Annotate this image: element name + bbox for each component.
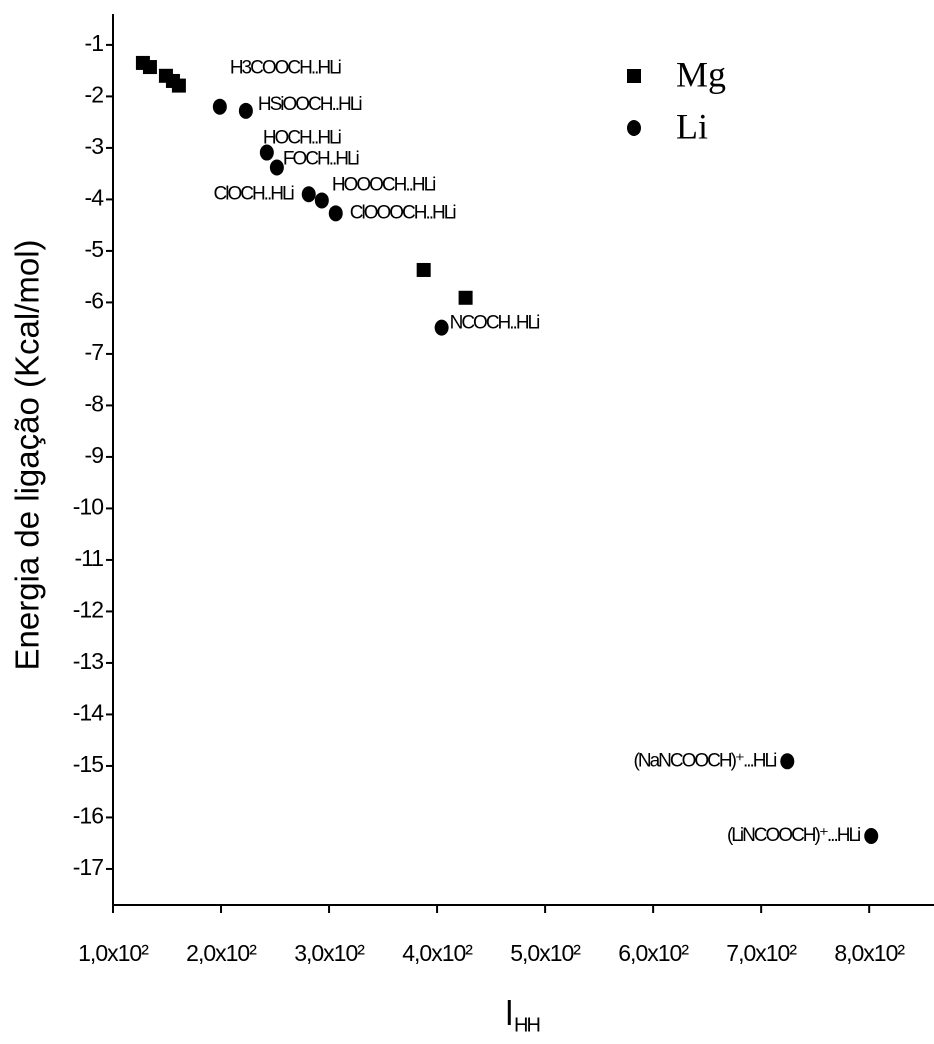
x-tick-label: 4,0x10²	[402, 940, 473, 966]
point	[328, 205, 343, 222]
y-tick-label: -14	[73, 700, 104, 726]
legend-label: Li	[676, 106, 708, 146]
x-axis-label-subscript: HH	[514, 1014, 539, 1036]
point	[416, 262, 431, 277]
point-label: ClOCH..HLi	[214, 183, 294, 204]
x-axis-label: l	[505, 995, 513, 1033]
y-tick-label: -13	[73, 648, 103, 674]
point-label: NCOCH..HLi	[450, 313, 540, 334]
y-tick-label: -2	[85, 81, 104, 107]
point	[171, 78, 186, 93]
point-label: (NaNCOOCH)⁺...HLi	[634, 750, 777, 771]
point-label: HSiOOCH..HLi	[258, 94, 361, 115]
point	[864, 827, 879, 844]
y-tick-label: -5	[85, 236, 104, 262]
point-label: (LiNCOOCH)⁺...HLi	[727, 825, 860, 846]
point	[458, 290, 473, 305]
y-tick-label: -7	[85, 339, 104, 365]
y-tick-label: -16	[73, 803, 103, 829]
y-axis-label: Energia de ligação (Kcal/mol)	[9, 239, 46, 670]
y-tick-label: -11	[74, 545, 103, 571]
point-label: H3COOCH..HLi	[230, 58, 341, 79]
point	[314, 192, 329, 209]
point-label: ClOOOCH..HLi	[350, 202, 456, 223]
point	[301, 186, 316, 203]
point	[238, 102, 253, 119]
point	[212, 98, 227, 115]
y-tick-label: -1	[85, 30, 104, 56]
point-label: HOOOCH..HLi	[332, 174, 435, 195]
y-tick-label: -4	[85, 184, 105, 210]
y-tick-label: -9	[85, 442, 104, 468]
y-tick-label: -8	[85, 391, 104, 417]
point	[269, 159, 284, 176]
point-label: FOCH..HLi	[283, 148, 359, 169]
y-tick-label: -15	[73, 751, 103, 777]
x-tick-label: 7,0x10²	[726, 940, 797, 966]
y-tick-label: -17	[73, 854, 103, 880]
legend-marker	[627, 120, 641, 136]
legend-marker	[627, 69, 641, 83]
x-tick-label: 3,0x10²	[294, 940, 365, 966]
x-tick-label: 2,0x10²	[186, 940, 257, 966]
x-tick-label: 1,0x10²	[78, 940, 149, 966]
point	[142, 60, 157, 75]
point	[259, 144, 274, 161]
point	[434, 319, 449, 336]
legend-label: Mg	[676, 54, 726, 94]
x-tick-label: 8,0x10²	[834, 940, 905, 966]
x-tick-label: 5,0x10²	[510, 940, 581, 966]
y-tick-label: -6	[85, 287, 104, 313]
point	[780, 753, 795, 770]
point-label: HOCH..HLi	[263, 128, 341, 149]
y-tick-label: -3	[85, 133, 104, 159]
y-tick-label: -10	[73, 494, 103, 520]
y-tick-label: -12	[73, 597, 103, 623]
x-tick-label: 6,0x10²	[618, 940, 689, 966]
